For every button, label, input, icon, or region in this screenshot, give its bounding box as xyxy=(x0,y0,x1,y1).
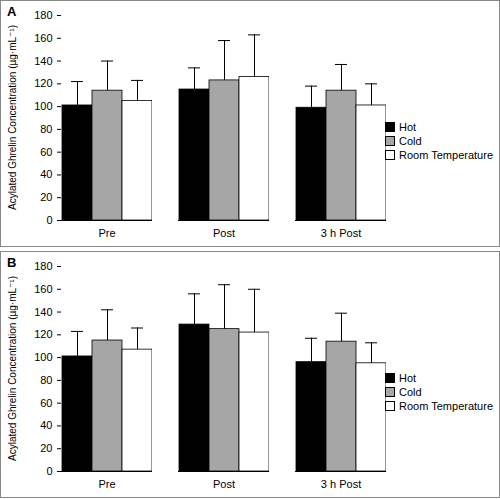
svg-text:Post: Post xyxy=(213,478,235,490)
svg-text:Pre: Pre xyxy=(98,478,115,490)
svg-text:160: 160 xyxy=(34,283,52,295)
svg-text:3 h Post: 3 h Post xyxy=(321,227,361,239)
svg-text:100: 100 xyxy=(34,100,52,112)
svg-text:180: 180 xyxy=(34,260,52,272)
html-text:Room Temperature: Room Temperature xyxy=(399,400,493,412)
svg-text:Pre: Pre xyxy=(98,227,115,239)
html-text:Acylated Ghrelin Concentration: Acylated Ghrelin Concentration (µg·mL⁻¹) xyxy=(7,276,18,461)
html-text:Acylated Ghrelin Concentration: Acylated Ghrelin Concentration (µg·mL⁻¹) xyxy=(7,25,18,210)
svg-text:180: 180 xyxy=(34,9,52,21)
svg-text:80: 80 xyxy=(40,123,52,135)
svg-text:0: 0 xyxy=(46,214,52,226)
html-text:A: A xyxy=(7,4,17,19)
html-text:Hot: Hot xyxy=(399,121,417,133)
svg-text:120: 120 xyxy=(34,77,52,89)
svg-text:140: 140 xyxy=(34,306,52,318)
svg-text:80: 80 xyxy=(40,374,52,386)
svg-text:3 h Post: 3 h Post xyxy=(321,478,361,490)
svg-text:100: 100 xyxy=(34,351,52,363)
svg-text:160: 160 xyxy=(34,32,52,44)
html-text:Cold: Cold xyxy=(399,386,422,398)
html-text:B: B xyxy=(7,255,17,270)
html-text:Cold: Cold xyxy=(399,135,422,147)
svg-text:0: 0 xyxy=(46,465,52,477)
svg-text:20: 20 xyxy=(40,191,52,203)
svg-text:20: 20 xyxy=(40,442,52,454)
svg-text:40: 40 xyxy=(40,168,52,180)
svg-text:40: 40 xyxy=(40,419,52,431)
svg-text:60: 60 xyxy=(40,397,52,409)
html-text:Room Temperature: Room Temperature xyxy=(399,149,493,161)
svg-text:120: 120 xyxy=(34,328,52,340)
svg-text:60: 60 xyxy=(40,146,52,158)
svg-text:140: 140 xyxy=(34,55,52,67)
html-text:Hot: Hot xyxy=(399,372,417,384)
svg-text:Post: Post xyxy=(213,227,235,239)
